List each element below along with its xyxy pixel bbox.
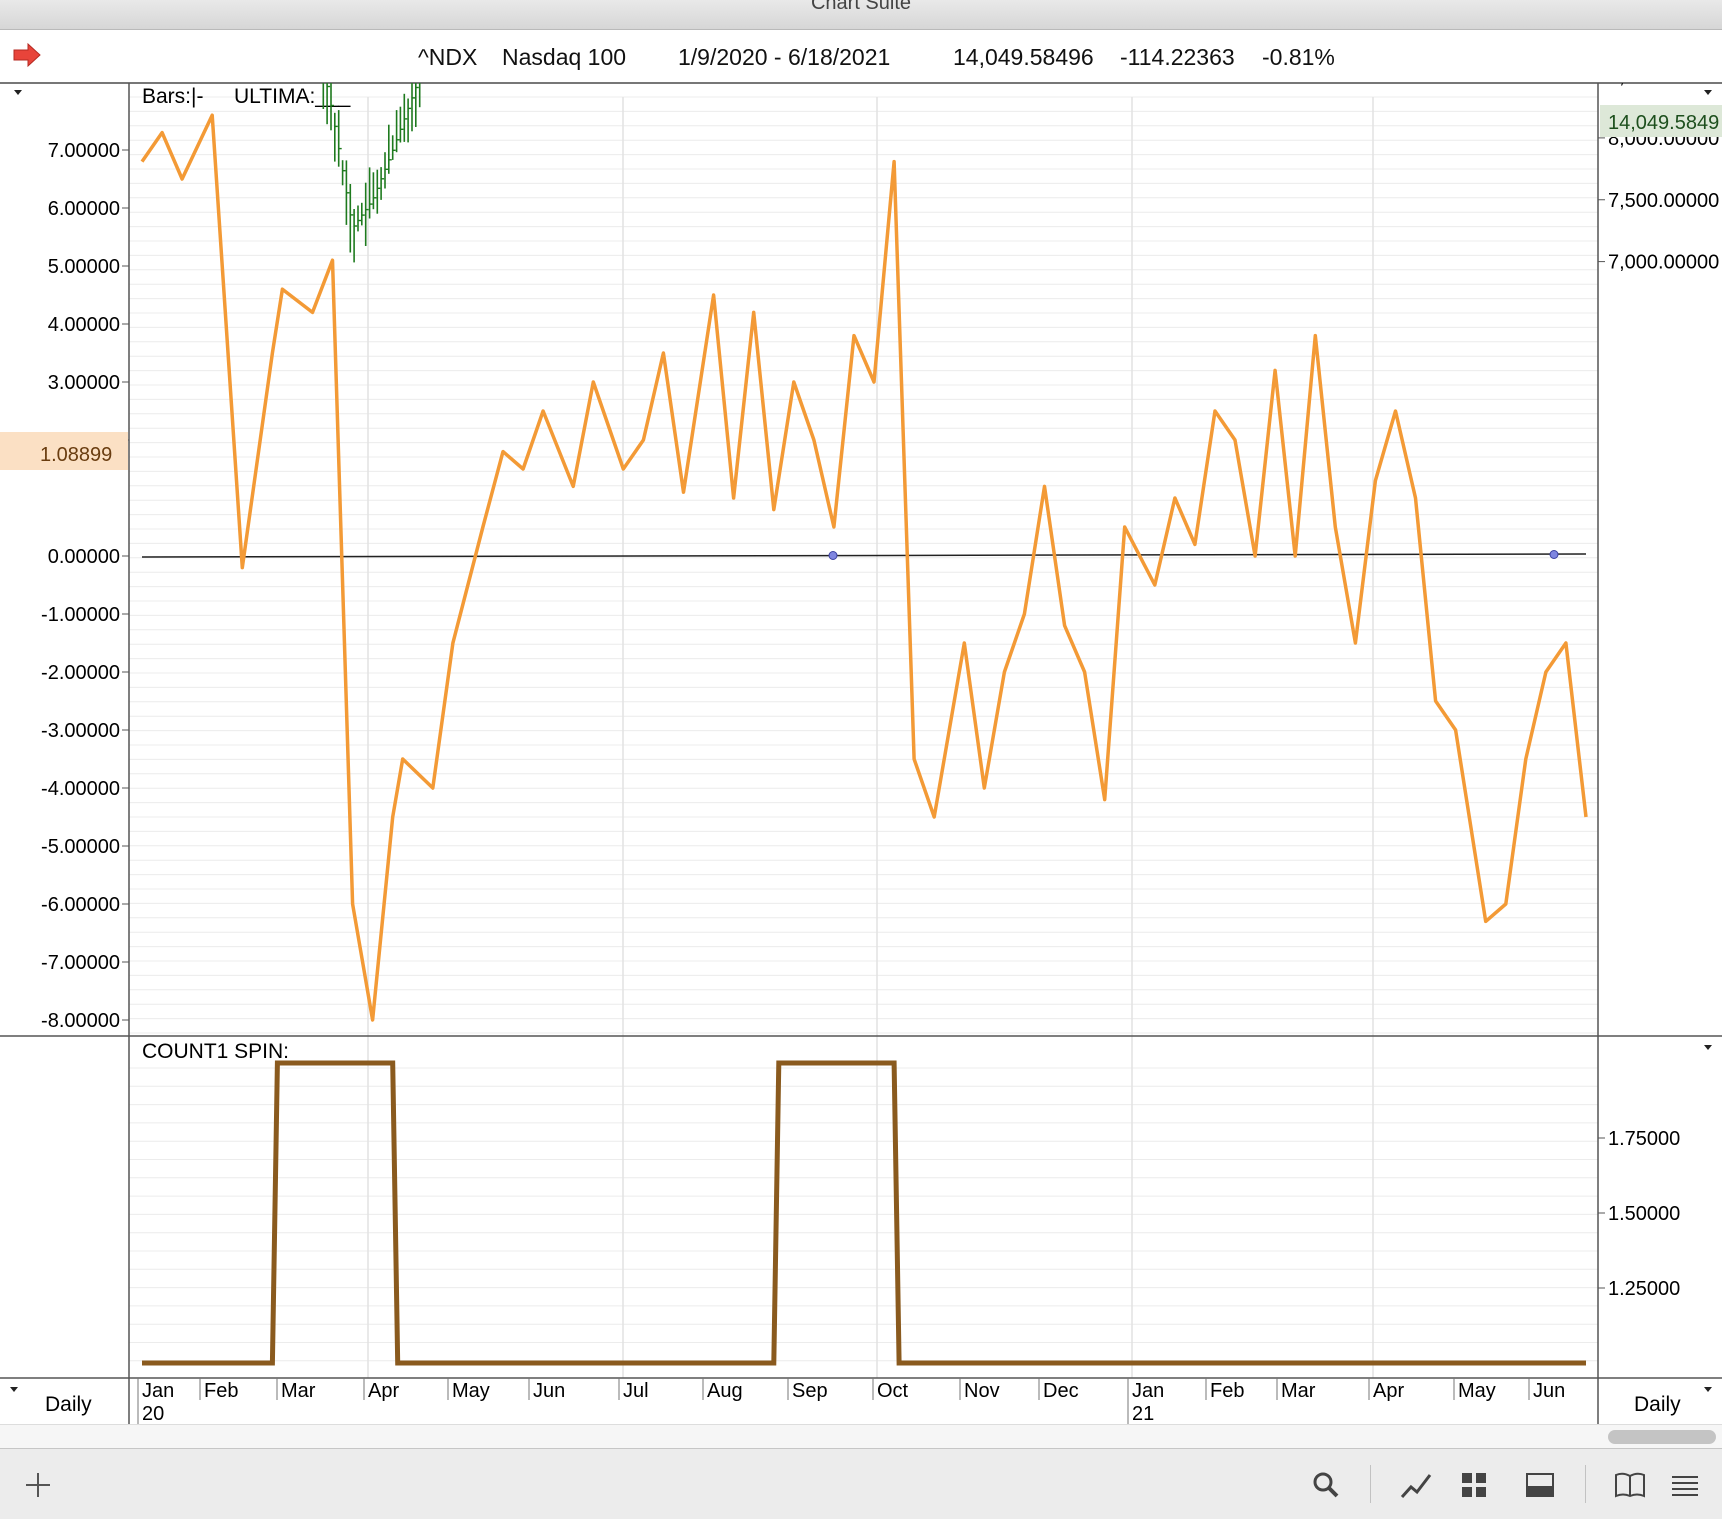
upper-left-dropdown-icon[interactable] <box>14 90 22 95</box>
lower-tick-label: 1.25000 <box>1608 1278 1680 1300</box>
window-title: Chart Suite <box>810 0 912 14</box>
last-price: 14,049.58496 <box>953 44 1094 70</box>
left-tick-label: 3.00000 <box>48 372 120 394</box>
price-tag-text: 14,049.5849 <box>1608 112 1719 134</box>
upper-legend: Bars:|- ULTIMA:___ <box>142 85 351 108</box>
ultima-zero-line <box>141 553 1587 558</box>
line-chart-icon[interactable] <box>1396 1465 1436 1505</box>
month-label: Nov <box>964 1380 1000 1402</box>
upper-right-dropdown-icon[interactable] <box>1704 90 1712 95</box>
right-tick-label: 7,000.00000 <box>1608 252 1719 274</box>
lower-tick-label: 1.75000 <box>1608 1128 1680 1150</box>
month-label: Mar <box>281 1380 316 1402</box>
month-label: Oct <box>877 1380 909 1402</box>
bars-legend: Bars:|- <box>142 85 203 108</box>
ultima-tag-bg <box>0 432 128 470</box>
right-interval-label[interactable]: Daily <box>1634 1393 1681 1416</box>
lower-axis-ticks: 1.75000 1.50000 1.25000 <box>1598 1128 1680 1300</box>
menu-icon[interactable] <box>1665 1465 1705 1505</box>
lower-panel-grid <box>129 1067 1598 1362</box>
ultima-line <box>140 113 1588 1022</box>
right-tick-label: 7,500.00000 <box>1608 190 1719 212</box>
chart-area[interactable]: Bars:|- ULTIMA:___ COUNT1 SPIN:___ 7.000… <box>0 83 1722 1424</box>
left-tick-label: 5.00000 <box>48 256 120 278</box>
ultima-tag: 1.08899 <box>0 432 128 470</box>
left-tick-label: -5.00000 <box>41 836 120 858</box>
count-spin-legend: COUNT1 SPIN:___ <box>142 1040 324 1063</box>
time-left-dropdown-icon[interactable] <box>10 1387 18 1392</box>
left-tick-label: 0.00000 <box>48 546 120 568</box>
arrow-right-icon[interactable] <box>12 42 42 68</box>
year-label: 21 <box>1132 1403 1154 1424</box>
left-tick-label: 6.00000 <box>48 198 120 220</box>
left-tick-label: -8.00000 <box>41 1010 120 1032</box>
right-tick-label: 8,500.00000 <box>1608 83 1719 88</box>
month-label: Jun <box>533 1380 565 1402</box>
toolbar-separator <box>1370 1465 1371 1503</box>
month-label: Apr <box>368 1380 399 1402</box>
price-change-pct: -0.81% <box>1262 44 1335 70</box>
year-label: 20 <box>142 1403 164 1424</box>
plus-icon[interactable] <box>18 1465 58 1505</box>
price-change: -114.22363 <box>1120 44 1235 70</box>
month-label: Sep <box>792 1380 828 1402</box>
lower-right-dropdown-icon[interactable] <box>1704 1045 1712 1050</box>
price-tag: 14,049.5849 <box>1600 105 1722 137</box>
left-tick-label: -7.00000 <box>41 952 120 974</box>
month-label: Feb <box>204 1380 238 1402</box>
left-tick-label: -1.00000 <box>41 604 120 626</box>
upper-panel-grid <box>129 96 1598 1034</box>
left-interval-label[interactable]: Daily <box>45 1393 92 1416</box>
search-icon[interactable] <box>1306 1465 1346 1505</box>
toolbar-separator <box>1585 1465 1586 1503</box>
left-axis-ticks: 7.000006.000005.000004.000003.000002.000… <box>41 140 129 1032</box>
month-label: Feb <box>1210 1380 1244 1402</box>
window-titlebar: Chart Suite <box>0 0 1722 30</box>
zero-cross-marker <box>828 551 838 560</box>
left-tick-label: 7.00000 <box>48 140 120 162</box>
time-right-dropdown-icon[interactable] <box>1704 1387 1712 1392</box>
month-label: Mar <box>1281 1380 1316 1402</box>
count-spin-line <box>142 1060 1586 1366</box>
symbol: ^NDX <box>418 44 478 70</box>
lower-tick-label: 1.50000 <box>1608 1203 1680 1225</box>
month-label: Jan <box>1132 1380 1164 1402</box>
symbol-name: Nasdaq 100 <box>502 44 627 70</box>
month-label: May <box>452 1380 490 1402</box>
month-label: Jun <box>1533 1380 1565 1402</box>
horizontal-scrollbar[interactable] <box>0 1424 1722 1449</box>
price-tag-bg <box>1600 105 1722 137</box>
ultima-tag-text: 1.08899 <box>40 444 112 466</box>
time-axis: Jan Feb Mar Apr May Jun Jul Aug Sep Oct Nov Dec Jan F… <box>137 1378 1565 1424</box>
date-range: 1/9/2020 - 6/18/2021 <box>678 44 891 70</box>
ultima-legend: ULTIMA:___ <box>234 85 351 108</box>
left-tick-label: 4.00000 <box>48 314 120 336</box>
scroll-thumb[interactable] <box>1608 1430 1716 1444</box>
month-label: Aug <box>707 1380 743 1402</box>
price-bars <box>322 83 421 263</box>
month-label: Jul <box>623 1380 649 1402</box>
book-icon[interactable] <box>1610 1465 1650 1505</box>
left-tick-label: -3.00000 <box>41 720 120 742</box>
panel-icon[interactable] <box>1520 1465 1560 1505</box>
month-label: Jan <box>142 1380 174 1402</box>
month-gridlines <box>367 97 1374 1378</box>
month-label: Apr <box>1373 1380 1404 1402</box>
grid-icon[interactable] <box>1454 1465 1494 1505</box>
month-label: Dec <box>1043 1380 1079 1402</box>
month-label: May <box>1458 1380 1496 1402</box>
left-tick-label: -2.00000 <box>41 662 120 684</box>
left-tick-label: -4.00000 <box>41 778 120 800</box>
bottom-toolbar <box>0 1448 1722 1519</box>
quote-header: ^NDX Nasdaq 100 1/9/2020 - 6/18/2021 14,… <box>0 30 1722 84</box>
left-tick-label: -6.00000 <box>41 894 120 916</box>
zero-cross-marker <box>1549 550 1559 559</box>
